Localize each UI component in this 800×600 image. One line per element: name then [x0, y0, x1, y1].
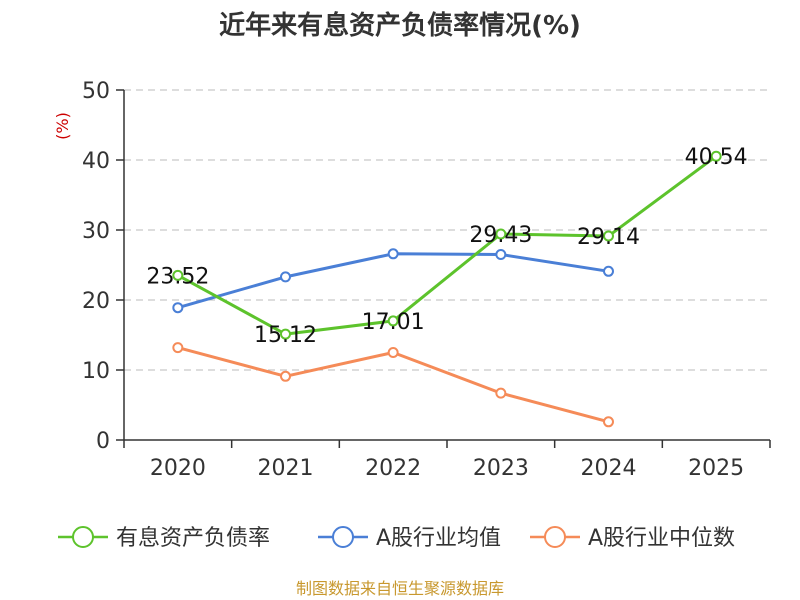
y-tick-label: 50 [82, 79, 110, 104]
data-label: 17.01 [362, 310, 425, 335]
data-point [172, 302, 184, 314]
data-point [172, 342, 184, 354]
x-tick-label: 2022 [365, 456, 421, 481]
legend-item[interactable]: A股行业中位数 [530, 526, 735, 551]
x-tick-label: 2023 [473, 456, 529, 481]
data-point [280, 328, 291, 340]
x-tick-label: 2021 [258, 456, 314, 481]
data-label: 29.43 [469, 223, 532, 248]
axes: 0 10 20 30 40 50 2020 2021 2022 2023 2024 2025 [82, 79, 771, 481]
data-point [387, 315, 399, 327]
y-tick-label: 30 [82, 219, 110, 244]
legend-label: A股行业均值 [376, 526, 501, 551]
data-point [387, 347, 399, 358]
series-line-0 [176, 154, 718, 336]
legend-item[interactable]: 有息资产负债率 [58, 526, 270, 551]
y-axis-unit-label: (%) [53, 112, 72, 140]
y-tick-label: 0 [96, 429, 110, 454]
data-point [280, 271, 291, 283]
x-tick-label: 2020 [150, 456, 206, 481]
data-point [495, 228, 507, 240]
data-point [603, 416, 614, 428]
y-tick-label: 40 [82, 149, 110, 174]
data-label: 15.12 [254, 323, 317, 348]
data-point [387, 248, 399, 260]
legend[interactable]: 有息资产负债率 A股行业均值 A股行业中位数 [58, 526, 735, 551]
data-point [280, 370, 291, 382]
y-tick-label: 10 [82, 359, 110, 384]
data-point [603, 265, 614, 277]
data-label: 23.52 [146, 264, 209, 289]
legend-swatch-marker [72, 526, 94, 548]
legend-item[interactable]: A股行业均值 [318, 526, 501, 551]
x-tick-label: 2024 [581, 456, 637, 481]
data-point [495, 387, 507, 399]
data-label: 29.14 [577, 225, 640, 250]
x-tick-label: 2025 [688, 456, 744, 481]
legend-swatch-marker [332, 526, 354, 548]
data-labels: 23.52 15.12 17.01 29.43 29.14 40.54 [146, 145, 747, 348]
data-point [172, 269, 184, 281]
legend-swatch-marker [544, 526, 566, 548]
legend-label: 有息资产负债率 [116, 526, 270, 551]
series-line-2 [176, 346, 610, 424]
data-source-note: 制图数据来自恒生聚源数据库 [296, 579, 504, 598]
data-point [603, 230, 614, 242]
data-point [495, 249, 507, 260]
series-lines [172, 150, 722, 428]
data-label: 40.54 [685, 145, 748, 170]
data-point [710, 150, 722, 162]
grid-lines [124, 89, 770, 371]
legend-label: A股行业中位数 [588, 526, 735, 551]
chart-title: 近年来有息资产负债率情况(%) [219, 10, 581, 41]
y-tick-label: 20 [82, 289, 110, 314]
